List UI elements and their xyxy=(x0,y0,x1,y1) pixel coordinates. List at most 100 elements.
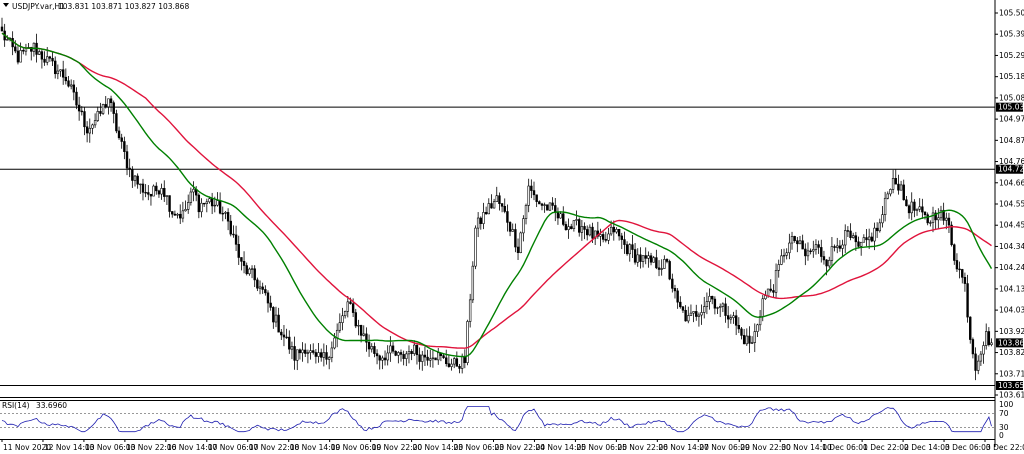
candle xyxy=(280,329,283,340)
candle xyxy=(317,342,320,363)
candle xyxy=(724,297,727,323)
candle xyxy=(931,206,935,233)
candle xyxy=(197,193,201,219)
candle xyxy=(782,248,786,263)
candle xyxy=(974,347,977,381)
candle xyxy=(394,350,397,357)
time-tick-label: 19 Nov 06:00 xyxy=(331,443,382,452)
candle xyxy=(359,324,363,343)
candle xyxy=(947,212,951,234)
candle xyxy=(628,243,631,262)
rsi-tick-label: 0 xyxy=(999,431,1004,440)
candle xyxy=(264,285,267,296)
candle xyxy=(588,224,592,237)
candle xyxy=(910,192,913,221)
candle xyxy=(641,255,645,268)
candle xyxy=(314,349,318,364)
candle xyxy=(139,183,142,194)
candle xyxy=(527,178,530,213)
time-tick-label: 25 Nov 22:00 xyxy=(617,443,668,452)
time-tick-label: 1 Dec 06:00 xyxy=(822,443,868,452)
time-tick-label: 18 Nov 14:00 xyxy=(290,443,341,452)
candle xyxy=(192,181,195,202)
candle xyxy=(859,241,863,256)
candle xyxy=(500,203,504,213)
candle xyxy=(692,310,695,323)
candle xyxy=(22,47,25,55)
candle xyxy=(261,282,264,294)
candle xyxy=(939,205,943,221)
candle xyxy=(181,201,185,223)
candle xyxy=(426,349,429,366)
candle xyxy=(508,221,512,237)
candle xyxy=(149,193,153,206)
candle xyxy=(91,123,94,135)
candle xyxy=(865,229,868,247)
candle xyxy=(288,330,291,354)
candle xyxy=(53,56,57,79)
candle xyxy=(322,343,326,367)
candle xyxy=(274,306,278,328)
candle xyxy=(492,198,496,209)
candle xyxy=(607,228,610,245)
candle xyxy=(681,306,685,314)
time-tick-label: 17 Nov 22:00 xyxy=(249,443,300,452)
candle xyxy=(200,198,203,218)
candle xyxy=(234,225,238,252)
candle xyxy=(700,304,703,325)
candle xyxy=(418,347,421,370)
candle xyxy=(365,327,368,352)
candle xyxy=(184,200,187,212)
candle xyxy=(567,218,570,239)
candle xyxy=(937,208,940,229)
rsi-tick-label: 100 xyxy=(999,400,1014,409)
candle xyxy=(269,295,272,311)
candle xyxy=(772,284,775,298)
level-labels: 105.034 104.727 103.657 103.868 xyxy=(996,102,1024,391)
candle xyxy=(43,51,46,66)
candle xyxy=(780,249,783,266)
candle xyxy=(176,212,179,219)
candle xyxy=(668,259,671,281)
candle xyxy=(495,186,498,202)
moving-average-slow xyxy=(1,32,992,349)
candle xyxy=(93,113,97,128)
candle xyxy=(136,173,139,189)
price-tick-label: 104.660 xyxy=(999,178,1024,187)
level-label: 104.727 xyxy=(998,165,1024,174)
candle xyxy=(774,263,778,299)
candle xyxy=(535,194,538,208)
candle xyxy=(245,262,248,276)
candle xyxy=(64,68,68,85)
candle xyxy=(793,235,796,243)
menu-triangle-icon[interactable] xyxy=(3,3,9,7)
candle xyxy=(753,323,756,352)
candle xyxy=(367,334,371,357)
candle xyxy=(69,79,73,90)
candle xyxy=(822,250,826,265)
candle xyxy=(647,251,650,268)
candle xyxy=(551,197,554,210)
candle xyxy=(429,349,432,368)
candle xyxy=(907,204,911,219)
candle xyxy=(205,198,209,213)
candle xyxy=(987,327,991,347)
candle xyxy=(873,222,876,251)
candle xyxy=(599,228,602,247)
candle xyxy=(830,236,834,267)
candle xyxy=(133,175,137,187)
candle xyxy=(833,244,836,252)
candle xyxy=(338,313,342,333)
candle xyxy=(458,364,461,374)
time-tick-label: 11 Nov 2020 xyxy=(3,443,51,452)
time-tick-label: 25 Nov 06:00 xyxy=(576,443,627,452)
candle xyxy=(410,349,413,361)
candle xyxy=(468,293,472,328)
candle xyxy=(867,228,871,250)
candles xyxy=(0,17,993,381)
candle xyxy=(312,343,315,355)
candle xyxy=(522,215,525,242)
candle xyxy=(718,303,722,318)
